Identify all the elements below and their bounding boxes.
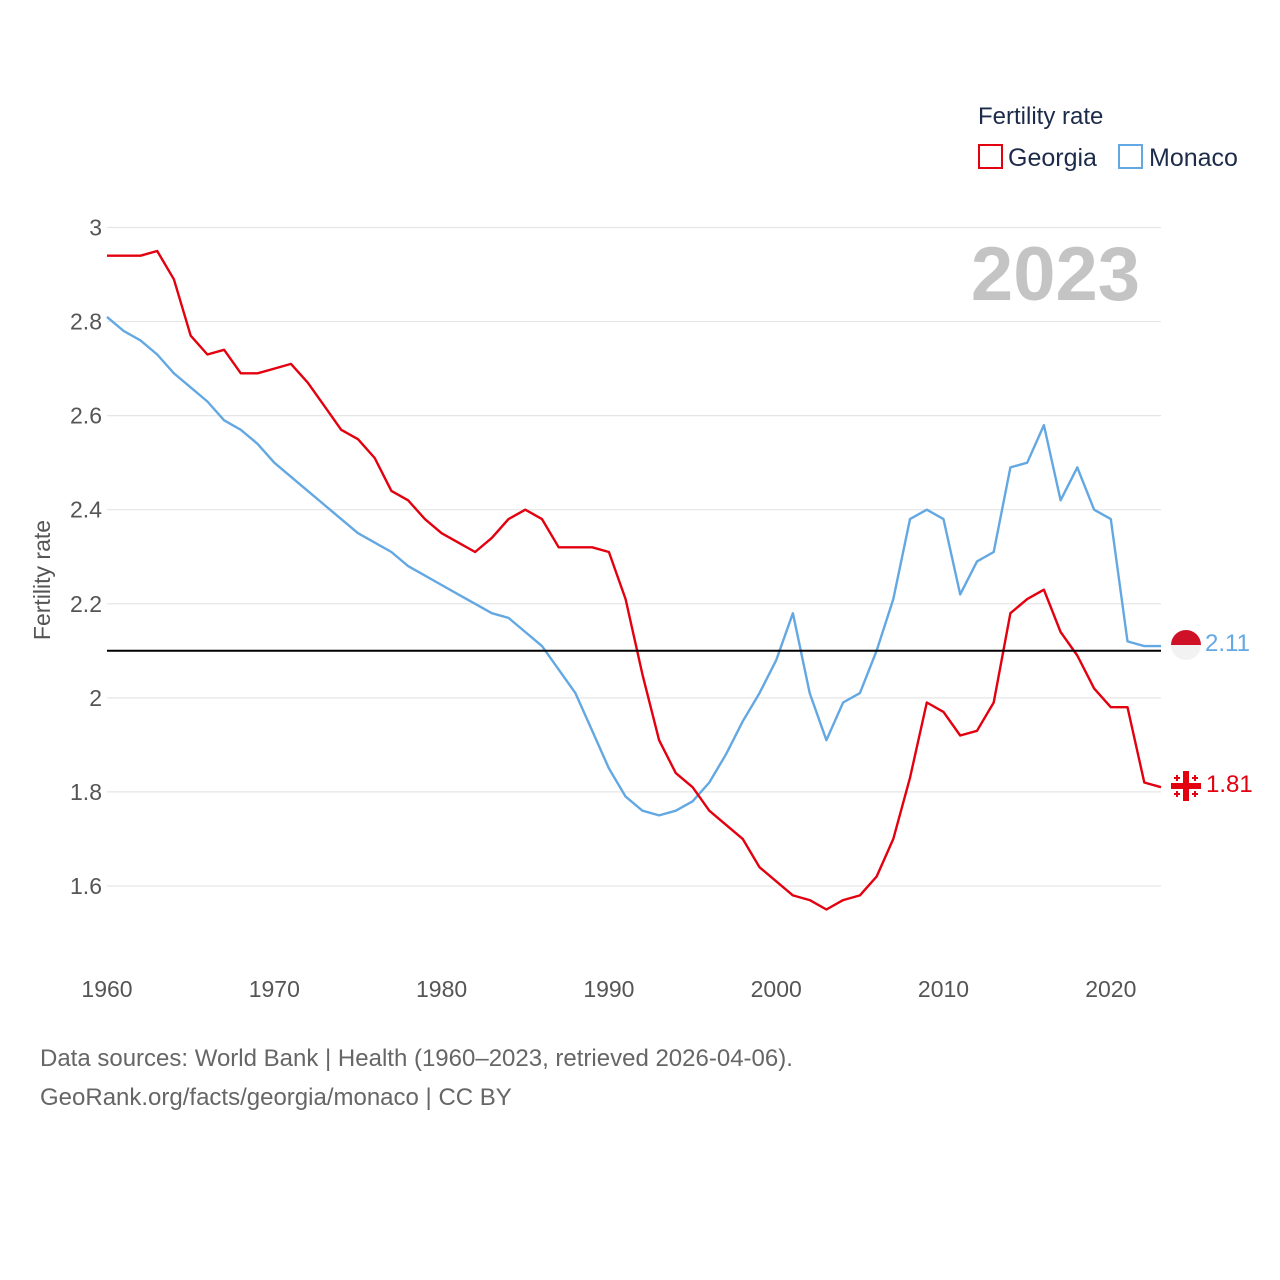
legend-label-georgia: Georgia <box>1008 144 1097 172</box>
y-tick-label: 1.6 <box>70 873 102 899</box>
fertility-rate-chart: 1.6 1.8 2 2.2 2.4 2.6 2.8 3 1960 1970 1980 1990 200… <box>29 103 1253 1002</box>
x-tick-label: 2010 <box>918 976 969 1002</box>
x-tick-label: 1990 <box>583 976 634 1002</box>
year-label: 2023 <box>971 232 1140 317</box>
x-tick-label: 2000 <box>751 976 802 1002</box>
series-lines <box>106 249 1162 911</box>
attribution-link[interactable]: GeoRank.org/facts/georgia/monaco | CC BY <box>40 1084 512 1111</box>
x-tick-label: 1980 <box>416 976 467 1002</box>
georgia-end-value: 1.81 <box>1206 771 1253 798</box>
grid <box>107 226 1161 887</box>
legend-title: Fertility rate <box>978 103 1103 130</box>
y-tick-label: 1.8 <box>70 779 102 805</box>
monaco-end-value: 2.11 <box>1205 630 1250 657</box>
data-source-note: Data sources: World Bank | Health (1960–… <box>40 1045 793 1072</box>
series-line-georgia <box>107 249 1162 911</box>
georgia-end-marker: 1.81 <box>1171 771 1253 801</box>
legend-swatch-monaco <box>1118 144 1143 169</box>
y-tick-label: 3 <box>89 215 102 241</box>
y-axis-title: Fertility rate <box>29 520 55 640</box>
series-line-monaco <box>106 315 1161 817</box>
y-axis-ticks: 1.6 1.8 2 2.2 2.4 2.6 2.8 3 <box>70 215 102 899</box>
legend-swatch-georgia <box>978 144 1003 169</box>
x-tick-label: 1970 <box>249 976 300 1002</box>
legend-label-monaco: Monaco <box>1149 144 1238 172</box>
y-tick-label: 2.6 <box>70 403 102 429</box>
y-tick-label: 2.8 <box>70 309 102 335</box>
legend: Fertility rate Georgia Monaco <box>978 103 1238 172</box>
y-tick-label: 2 <box>89 685 102 711</box>
y-tick-label: 2.2 <box>70 591 102 617</box>
y-tick-label: 2.4 <box>70 497 102 523</box>
georgia-flag-icon <box>1171 771 1201 801</box>
x-tick-label: 1960 <box>81 976 132 1002</box>
monaco-end-marker: 2.11 <box>1171 630 1250 660</box>
x-tick-label: 2020 <box>1085 976 1136 1002</box>
x-axis-ticks: 1960 1970 1980 1990 2000 2010 2020 <box>81 976 1136 1002</box>
monaco-flag-icon <box>1171 630 1201 660</box>
